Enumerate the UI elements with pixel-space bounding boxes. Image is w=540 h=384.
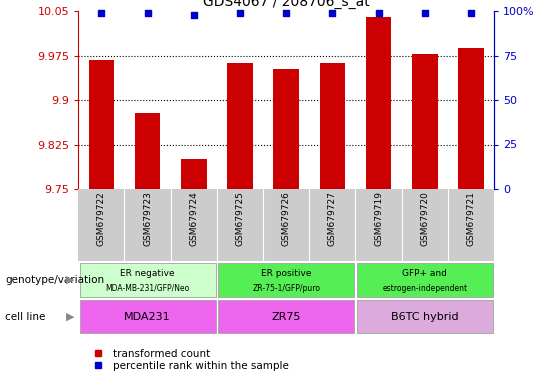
Text: GSM679720: GSM679720 [420, 191, 429, 246]
Bar [412, 54, 437, 189]
Text: B6TC hybrid: B6TC hybrid [391, 311, 458, 321]
Point [190, 12, 198, 18]
Point [374, 10, 383, 16]
Point [143, 10, 152, 16]
Bar [273, 69, 299, 189]
Point [421, 10, 429, 16]
Bar [181, 159, 206, 189]
Text: MDA231: MDA231 [124, 311, 171, 321]
Bar [218, 300, 354, 333]
Bar [135, 113, 160, 189]
Text: ZR75: ZR75 [272, 311, 301, 321]
Text: cell line: cell line [5, 311, 46, 321]
Bar [357, 263, 492, 298]
Bar [218, 263, 354, 298]
Point [328, 10, 337, 16]
Text: GSM679726: GSM679726 [282, 191, 291, 246]
Text: GSM679725: GSM679725 [235, 191, 245, 246]
Legend: transformed count, percentile rank within the sample: transformed count, percentile rank withi… [84, 344, 293, 375]
Text: ER positive: ER positive [261, 269, 312, 278]
Title: GDS4067 / 208706_s_at: GDS4067 / 208706_s_at [203, 0, 369, 8]
Text: GSM679727: GSM679727 [328, 191, 337, 246]
Point [235, 10, 244, 16]
Text: GSM679722: GSM679722 [97, 191, 106, 246]
Bar [80, 263, 215, 298]
Bar [80, 300, 215, 333]
Text: GSM679719: GSM679719 [374, 191, 383, 246]
Bar [366, 17, 391, 189]
Text: estrogen-independent: estrogen-independent [382, 284, 467, 293]
Bar [227, 63, 253, 189]
Text: ▶: ▶ [66, 311, 75, 321]
Bar [320, 63, 345, 189]
Text: ▶: ▶ [66, 275, 75, 285]
Text: MDA-MB-231/GFP/Neo: MDA-MB-231/GFP/Neo [105, 284, 190, 293]
Text: GSM679724: GSM679724 [190, 191, 198, 246]
Bar [458, 48, 484, 189]
Bar [89, 60, 114, 189]
Text: genotype/variation: genotype/variation [5, 275, 105, 285]
Point [467, 10, 475, 16]
Point [97, 10, 106, 16]
Text: GSM679721: GSM679721 [467, 191, 476, 246]
Point [282, 10, 291, 16]
Text: GFP+ and: GFP+ and [402, 269, 447, 278]
Text: GSM679723: GSM679723 [143, 191, 152, 246]
Text: ZR-75-1/GFP/puro: ZR-75-1/GFP/puro [252, 284, 320, 293]
Text: ER negative: ER negative [120, 269, 175, 278]
Bar [357, 300, 492, 333]
